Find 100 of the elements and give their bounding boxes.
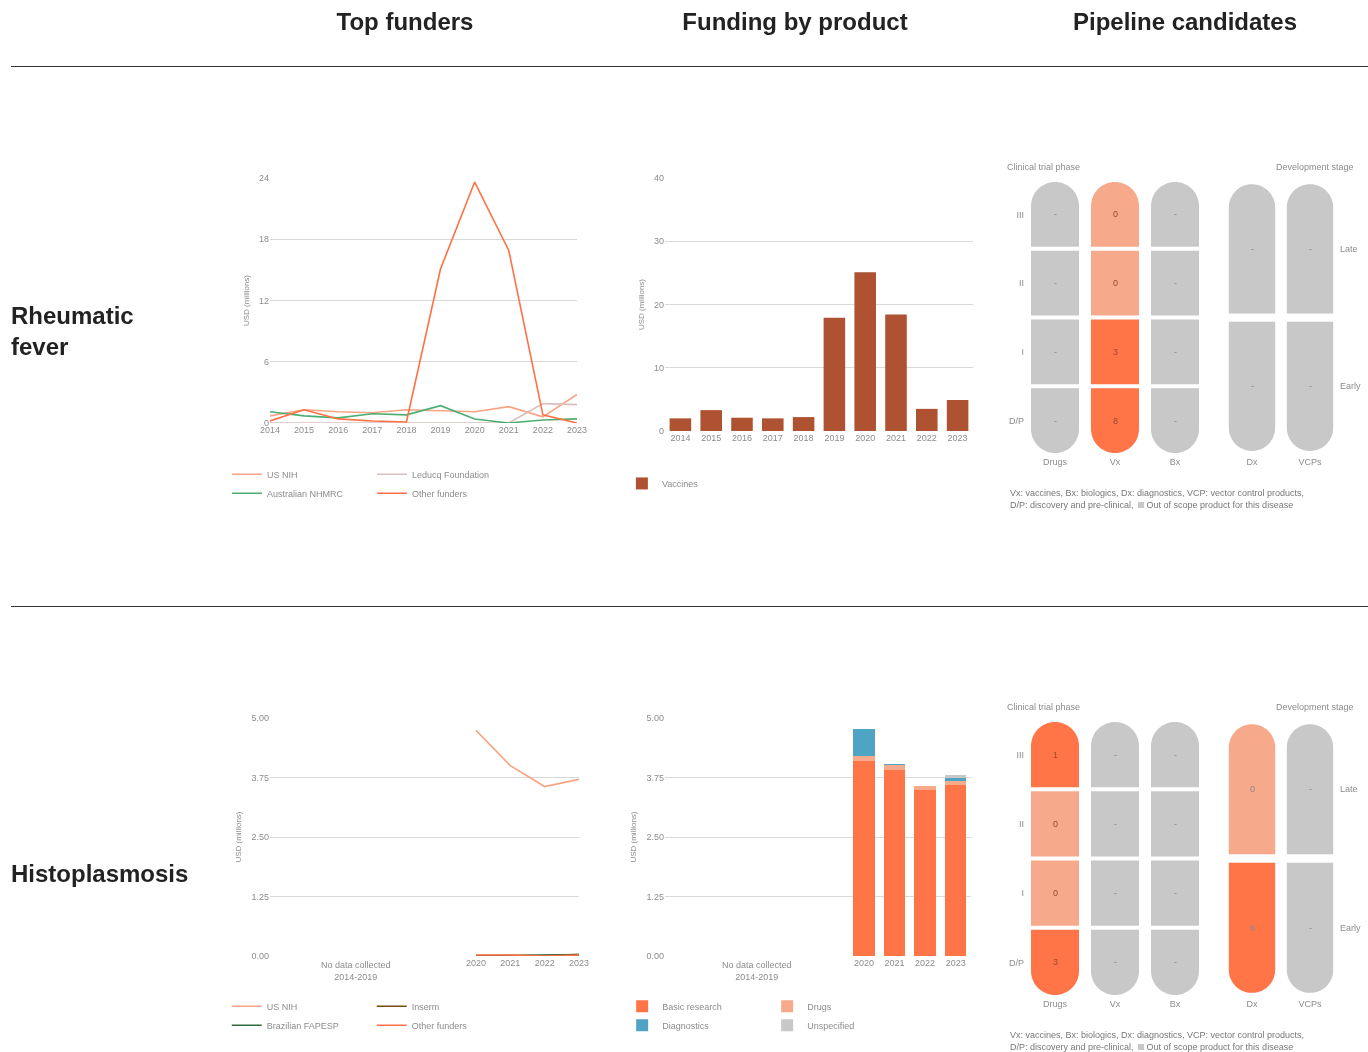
y-tick-label: 18 <box>258 234 269 245</box>
y-axis-title: USD (millions) <box>629 811 639 863</box>
x-tick-label: 2022 <box>532 425 553 435</box>
legend-label: Vaccines <box>661 478 699 489</box>
x-tick-label: 2022 <box>915 958 936 968</box>
y-tick-label: II <box>1018 819 1024 830</box>
legend-label: Leducq Foundation <box>412 469 490 480</box>
y-tick-label: II <box>1018 278 1024 289</box>
category-label: VCPs <box>1298 457 1322 467</box>
text: No data collected 2014-2019 <box>722 960 792 982</box>
y-tick-label: III <box>1016 209 1024 220</box>
x-tick-label: 2015 <box>701 433 722 443</box>
legend-label: Inserm <box>411 1001 440 1012</box>
x-tick-label: 2019 <box>430 425 451 435</box>
y-axis-title: USD (millions) <box>636 278 646 331</box>
y-axis-title: USD (millions) <box>234 811 244 863</box>
x-tick-label: 2021 <box>885 433 907 443</box>
x-tick-label: 2023 <box>945 958 966 968</box>
text: - <box>1114 750 1117 760</box>
x-tick-label: Drugs <box>1042 457 1068 467</box>
category-label: Late <box>1340 784 1358 795</box>
category-label: VCPs <box>1298 999 1322 1009</box>
x-tick-label: 2023 <box>566 425 588 435</box>
data-label: 1 <box>1053 750 1059 760</box>
x-tick-label: 2020 <box>465 958 487 968</box>
text: - <box>1174 278 1177 288</box>
text: - <box>1309 784 1312 794</box>
x-tick-label: 2021 <box>500 958 521 968</box>
text: - <box>1251 244 1254 254</box>
y-axis-title: USD (millions) <box>241 274 251 327</box>
x-tick-label: 2018 <box>793 433 814 443</box>
y-tick-label: 10 <box>653 362 664 373</box>
y-tick-label: 2.50 <box>646 832 664 843</box>
x-tick-label: 2022 <box>534 958 555 968</box>
text: - <box>1174 957 1177 967</box>
legend-label: Diagnostics <box>662 1020 710 1031</box>
category-label: Late <box>1340 243 1358 254</box>
text: Development stage <box>1276 702 1354 712</box>
text: 6 <box>1250 923 1256 933</box>
text: - <box>1309 923 1312 933</box>
y-tick-label: 20 <box>653 299 664 310</box>
chart-title: Pipeline candidates <box>1071 8 1299 36</box>
category-label: Early <box>1340 922 1361 933</box>
legend-label: Basic research <box>662 1001 722 1012</box>
text: - <box>1174 750 1177 760</box>
y-tick-label: 3.75 <box>646 772 664 783</box>
x-tick-label: 2014 <box>259 425 281 435</box>
y-tick-label: 5.00 <box>646 713 664 724</box>
legend-label: Other funders <box>412 488 468 499</box>
text: - <box>1309 381 1312 391</box>
legend-label: US NIH <box>266 1001 298 1012</box>
text: - <box>1054 278 1057 288</box>
chart-title: Funding by product <box>681 8 909 36</box>
x-tick-label: Bx <box>1169 457 1181 467</box>
text: Out of scope product for this disease <box>1146 500 1294 510</box>
y-tick-label: I <box>1021 347 1024 358</box>
text: Out of scope product for this disease <box>1146 1042 1294 1052</box>
legend-label: Australian NHMRC <box>267 488 344 499</box>
text: - <box>1174 819 1177 829</box>
data-label: 3 <box>1113 347 1119 357</box>
category-label: Early <box>1340 381 1361 392</box>
x-tick-label: 2020 <box>855 433 876 443</box>
x-tick-label: 2020 <box>853 958 874 968</box>
data-label: 0 <box>1113 209 1119 219</box>
data-label: 0 <box>1113 278 1119 288</box>
y-tick-label: III <box>1016 749 1024 760</box>
x-tick-label: 2014 <box>670 433 691 443</box>
text: Development stage <box>1276 162 1354 172</box>
y-tick-label: 6 <box>263 356 269 367</box>
text: - <box>1174 416 1177 426</box>
text: Rheumatic fever <box>11 301 135 363</box>
text: - <box>1114 957 1117 967</box>
x-tick-label: 2020 <box>464 425 485 435</box>
x-tick-label: 2023 <box>947 433 968 443</box>
x-tick-label: Vx <box>1109 457 1121 467</box>
text: - <box>1114 819 1117 829</box>
text: Histoplasmosis <box>11 859 190 889</box>
data-label: 3 <box>1053 957 1059 967</box>
text: D/P: discovery and pre-clinical, <box>1010 500 1134 510</box>
y-tick-label: 40 <box>653 173 664 184</box>
text: Vx: vaccines, Bx: biologics, Dx: diagnostics, VCP: vector control products, <box>1010 487 1306 499</box>
text: - <box>1174 209 1177 219</box>
x-tick-label: 2016 <box>731 433 753 443</box>
y-tick-label: 12 <box>258 295 269 306</box>
text: - <box>1174 888 1177 898</box>
text: Vx: vaccines, Bx: biologics, Dx: diagnostics, VCP: vector control products, <box>1010 1029 1306 1041</box>
y-tick-label: 5.00 <box>251 713 269 724</box>
x-tick-label: 2021 <box>884 958 905 968</box>
x-tick-label: 2017 <box>362 425 383 435</box>
category-label: Dx <box>1246 999 1258 1009</box>
x-tick-label: 2016 <box>328 425 349 435</box>
x-tick-label: Vx <box>1109 999 1121 1009</box>
data-label: 8 <box>1113 416 1119 426</box>
y-tick-label: 0 <box>658 426 664 437</box>
chart-title: Top funders <box>335 8 475 36</box>
x-tick-label: Bx <box>1169 999 1181 1009</box>
y-tick-label: 1.25 <box>251 891 269 902</box>
y-tick-label: 3.75 <box>251 772 269 783</box>
text: - <box>1054 347 1057 357</box>
legend-label: Brazilian FAPESP <box>266 1020 339 1031</box>
